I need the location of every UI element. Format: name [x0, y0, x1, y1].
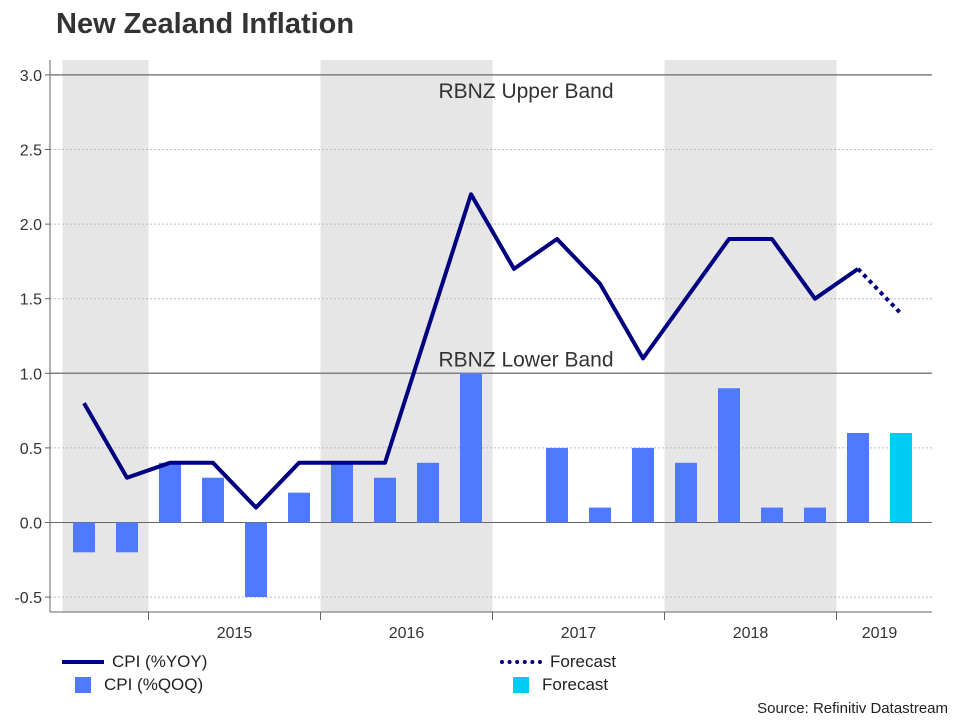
bar-2014-Q3: [73, 522, 95, 553]
legend-label-forecast-line: Forecast: [550, 652, 617, 671]
legend-label-forecast-bar: Forecast: [542, 675, 609, 694]
bar-2017-Q2: [546, 447, 568, 523]
bar-2015-Q1: [159, 462, 181, 523]
shade-band-2014: [62, 60, 149, 612]
legend-item-qoq: CPI (%QOQ): [62, 675, 203, 695]
x-tick-label: 2016: [389, 625, 425, 642]
legend-item-forecast-bar: Forecast: [500, 675, 608, 695]
line-series-forecast: [856, 267, 903, 316]
reference-label: RBNZ Lower Band: [438, 348, 613, 371]
legend-label-qoq: CPI (%QOQ): [104, 675, 204, 694]
legend-item-yoy: CPI (%YOY): [62, 652, 207, 672]
bar-2018-Q3: [761, 507, 783, 523]
bar-2014-Q4: [116, 522, 138, 553]
legend-item-forecast-line: Forecast: [500, 652, 616, 672]
y-tick-label: -0.5: [14, 590, 42, 607]
y-tick-label: 0.0: [20, 515, 42, 532]
bar-2015-Q2: [202, 477, 224, 523]
x-tick-label: 2018: [733, 625, 769, 642]
y-tick-label: 3.0: [20, 68, 42, 85]
bar-2017-Q4: [632, 447, 654, 523]
bar-2018-Q4: [804, 507, 826, 523]
y-tick-label: 1.0: [20, 366, 42, 383]
y-tick-label: 2.0: [20, 217, 42, 234]
bar-2015-Q4: [288, 492, 310, 523]
bar-2016-Q2: [374, 477, 396, 523]
chart-title: New Zealand Inflation: [56, 8, 355, 40]
y-tick-label: 2.5: [20, 143, 42, 160]
line-series-yoy: [82, 192, 860, 510]
x-tick-label: 2019: [862, 625, 898, 642]
shade-band-2016: [320, 60, 493, 612]
x-tick-label: 2017: [561, 625, 597, 642]
y-tick-label: 0.5: [20, 441, 42, 458]
y-tick-label: 1.5: [20, 292, 42, 309]
bar-2017-Q3: [589, 507, 611, 523]
bar-2016-Q3: [417, 462, 439, 523]
source-note: Source: Refinitiv Datastream: [757, 700, 948, 717]
bar-2019-Q1: [847, 432, 869, 523]
legend-swatch-yoy: [62, 660, 104, 664]
bar-2018-Q1: [675, 462, 697, 523]
bar-2016-Q1: [331, 462, 353, 523]
bar-2015-Q3: [245, 522, 267, 598]
bar-2019-Q2: [890, 432, 912, 523]
legend-swatch-qoq: [75, 677, 91, 693]
x-tick-label: 2015: [217, 625, 253, 642]
legend-swatch-forecast-line: [500, 660, 542, 664]
bar-2016-Q4: [460, 373, 482, 523]
legend-label-yoy: CPI (%YOY): [112, 652, 208, 671]
legend-swatch-forecast-bar: [513, 677, 529, 693]
bar-2018-Q2: [718, 388, 740, 523]
reference-label: RBNZ Upper Band: [438, 80, 613, 103]
shade-band-2018: [664, 60, 837, 612]
